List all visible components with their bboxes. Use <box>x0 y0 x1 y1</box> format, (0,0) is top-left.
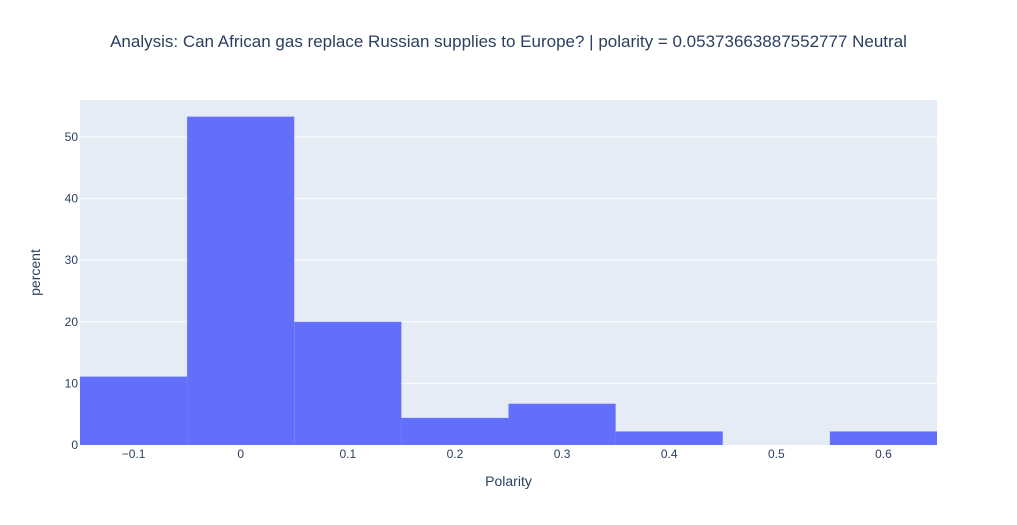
y-axis-ticks: 0 10 20 30 40 50 <box>65 130 79 452</box>
x-axis-ticks: −0.1 0 0.1 0.2 0.3 0.4 0.5 0.6 <box>122 447 892 461</box>
histogram-bar <box>294 321 402 445</box>
y-tick-label: 0 <box>71 438 78 452</box>
histogram-bar <box>401 417 509 445</box>
histogram-bar <box>187 116 295 446</box>
x-tick-label: −0.1 <box>122 447 146 461</box>
y-tick-label: 40 <box>65 192 79 206</box>
x-tick-label: 0.5 <box>768 447 785 461</box>
histogram-bar <box>508 403 616 445</box>
y-tick-label: 10 <box>65 376 79 390</box>
chart-title: Analysis: Can African gas replace Russia… <box>110 32 907 51</box>
histogram-bar <box>829 431 937 445</box>
y-tick-label: 50 <box>65 130 79 144</box>
y-axis-title: percent <box>27 249 43 296</box>
x-tick-label: 0.4 <box>661 447 678 461</box>
x-tick-label: 0.3 <box>554 447 571 461</box>
x-tick-label: 0.1 <box>339 447 356 461</box>
x-tick-label: 0.2 <box>447 447 464 461</box>
bars <box>80 116 937 446</box>
y-tick-label: 20 <box>65 315 79 329</box>
histogram-bar <box>80 376 188 445</box>
x-tick-label: 0 <box>237 447 244 461</box>
x-axis-title: Polarity <box>485 473 532 489</box>
y-tick-label: 30 <box>65 253 79 267</box>
histogram-bar <box>615 431 723 445</box>
x-tick-label: 0.6 <box>875 447 892 461</box>
